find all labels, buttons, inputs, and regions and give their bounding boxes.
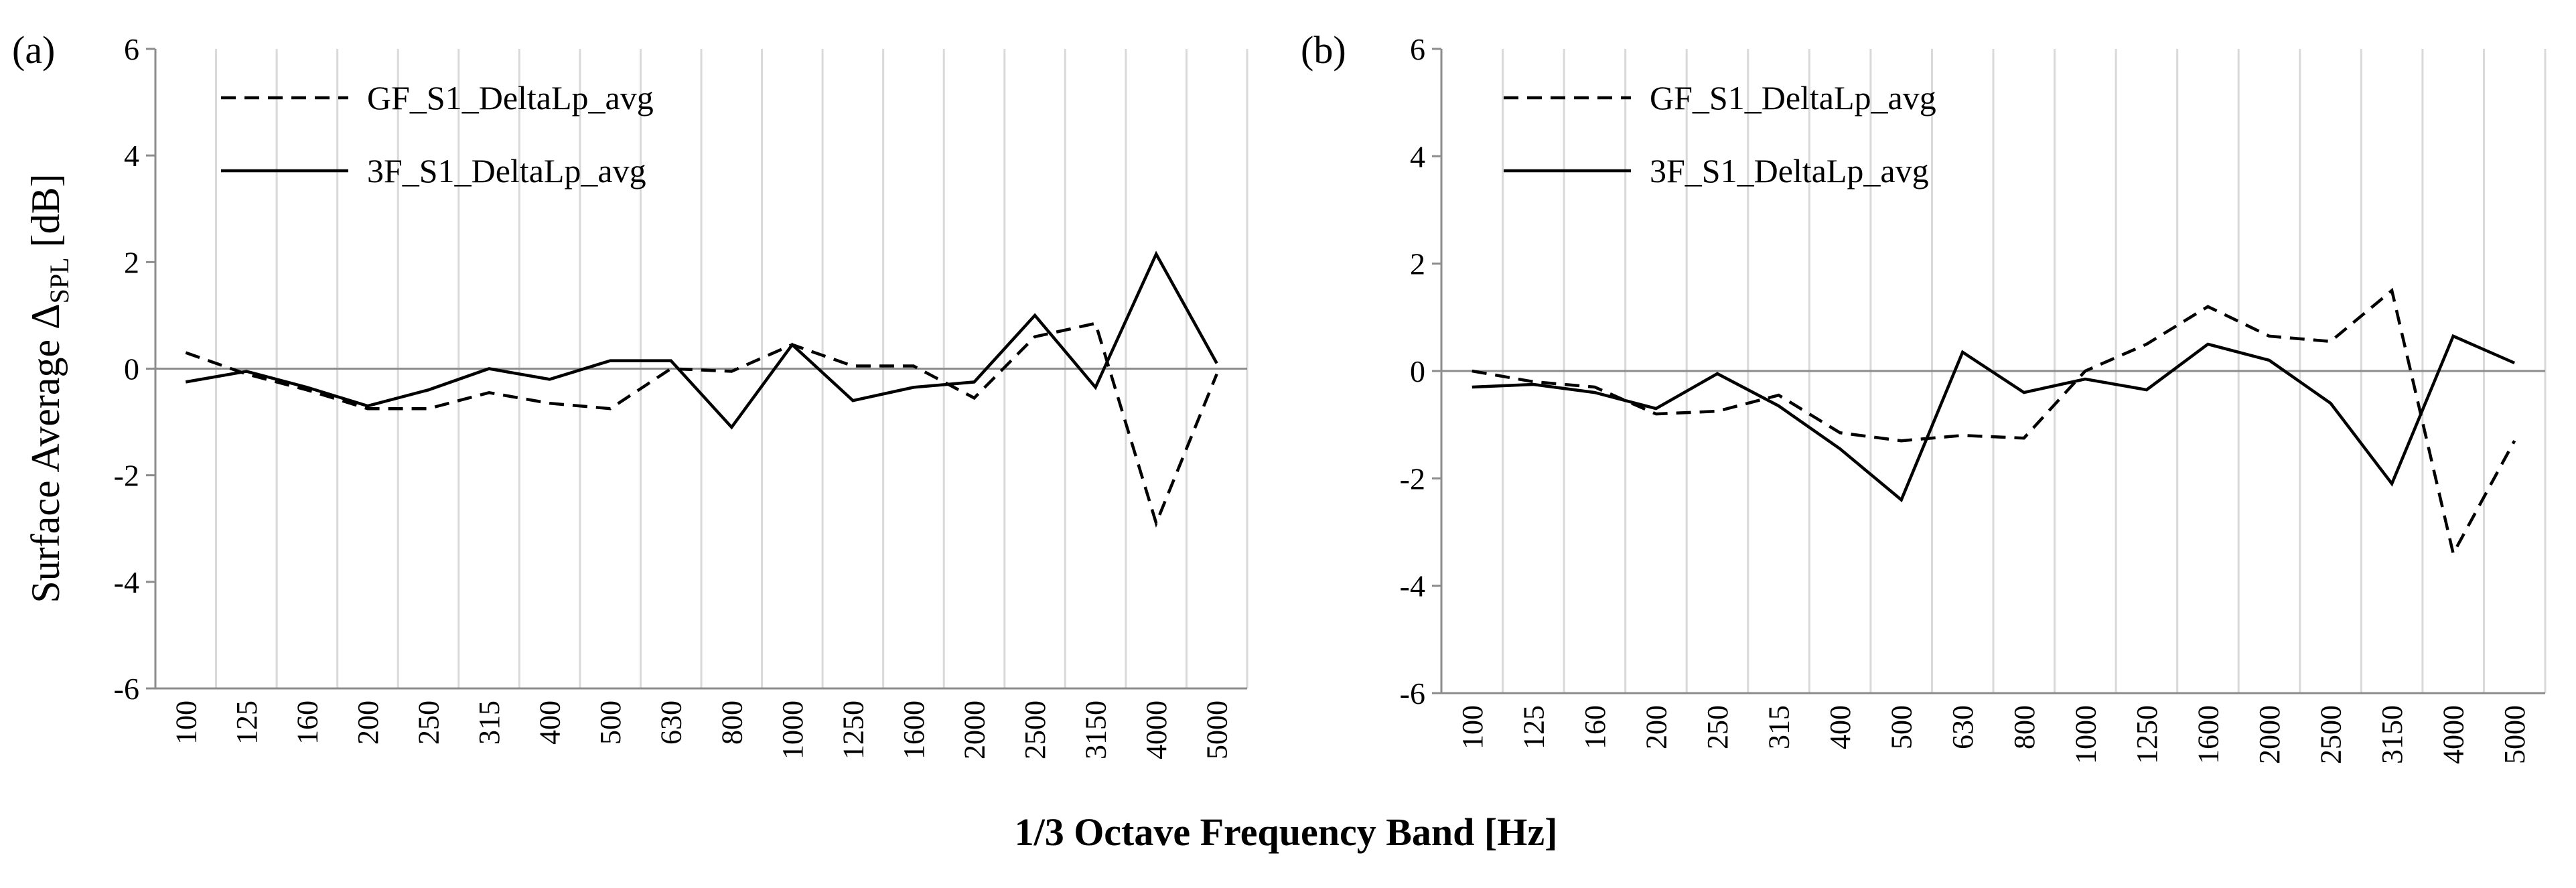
- x-axis-title: 1/3 Octave Frequency Band [Hz]: [1015, 810, 1558, 854]
- chart-panel-b: -6 -4 -2 0 2 4 6 100 125 160 200 250 315 400 500 630 800…: [1301, 28, 2547, 764]
- x-tick-label: 200: [1640, 705, 1672, 749]
- x-tick-label: 3150: [1080, 700, 1113, 759]
- series-line-GF_S1_DeltaLp_avg: [1472, 287, 2516, 558]
- x-tick-label: 400: [1824, 705, 1857, 749]
- y-tick-label: 2: [124, 245, 139, 279]
- y-tick-label: -2: [1400, 461, 1425, 496]
- y-tick-label: 0: [1410, 354, 1425, 388]
- y-tick-label: -4: [114, 565, 139, 599]
- legend-label: GF_S1_DeltaLp_avg: [1650, 79, 1936, 117]
- legend-label: 3F_S1_DeltaLp_avg: [367, 152, 646, 190]
- x-tick-label: 5000: [2498, 705, 2531, 764]
- x-tick-label: 1000: [2069, 705, 2102, 764]
- series-line-GF_S1_DeltaLp_avg: [185, 321, 1218, 528]
- panel-label: (b): [1301, 28, 1346, 72]
- x-tick-label: 500: [594, 700, 627, 745]
- x-tick-label: 2500: [2315, 705, 2348, 764]
- y-tick-label: 0: [124, 352, 139, 386]
- x-tick-label: 2500: [1019, 700, 1052, 759]
- x-tick-label: 800: [2008, 705, 2041, 749]
- x-tick-label: 125: [230, 700, 263, 745]
- panel-label: (a): [12, 28, 55, 72]
- y-tick-label: -4: [1400, 569, 1425, 603]
- x-tick-label: 1600: [2192, 705, 2224, 764]
- y-tick-label: -6: [114, 672, 139, 706]
- x-tick-label: 4000: [2437, 705, 2470, 764]
- legend-label: 3F_S1_DeltaLp_avg: [1650, 152, 1929, 190]
- x-tick-label: 5000: [1201, 700, 1234, 759]
- x-tick-label: 630: [655, 700, 688, 745]
- y-tick-label: -6: [1400, 676, 1425, 711]
- y-tick-label: 4: [1410, 139, 1425, 173]
- x-tick-label: 1250: [837, 700, 869, 759]
- y-tick-label: -2: [114, 459, 139, 493]
- y-tick-label: 6: [124, 32, 139, 66]
- x-tick-label: 1000: [776, 700, 809, 759]
- x-tick-label: 2000: [958, 700, 991, 759]
- series-line-3F_S1_DeltaLp_avg: [1472, 334, 2516, 503]
- legend-label: GF_S1_DeltaLp_avg: [367, 79, 654, 117]
- x-tick-label: 100: [169, 700, 202, 745]
- x-tick-label: 100: [1456, 705, 1489, 749]
- x-tick-label: 3150: [2376, 705, 2409, 764]
- x-tick-label: 160: [291, 700, 324, 745]
- y-axis-title: Surface Average ΔSPL [dB]: [23, 173, 74, 603]
- x-tick-label: 1600: [898, 700, 930, 759]
- y-tick-label: 4: [124, 139, 139, 173]
- chart-panel-a: -6 -4 -2 0 2 4 6 100 125 160 200 250 315 400 500 630 800…: [12, 28, 1248, 759]
- x-tick-label: 1250: [2131, 705, 2163, 764]
- x-tick-label: 400: [534, 700, 567, 745]
- x-tick-label: 800: [715, 700, 748, 745]
- x-tick-label: 125: [1517, 705, 1550, 749]
- x-tick-label: 500: [1885, 705, 1918, 749]
- x-tick-label: 250: [1701, 705, 1734, 749]
- x-tick-label: 2000: [2253, 705, 2286, 764]
- series-line-3F_S1_DeltaLp_avg: [185, 250, 1218, 430]
- x-tick-label: 315: [473, 700, 506, 745]
- x-tick-label: 200: [352, 700, 384, 745]
- x-tick-label: 160: [1579, 705, 1612, 749]
- x-tick-label: 315: [1763, 705, 1796, 749]
- x-tick-label: 250: [413, 700, 445, 745]
- y-tick-label: 6: [1410, 32, 1425, 66]
- x-tick-label: 4000: [1140, 700, 1173, 759]
- y-tick-label: 2: [1410, 247, 1425, 281]
- x-tick-label: 630: [1946, 705, 1979, 749]
